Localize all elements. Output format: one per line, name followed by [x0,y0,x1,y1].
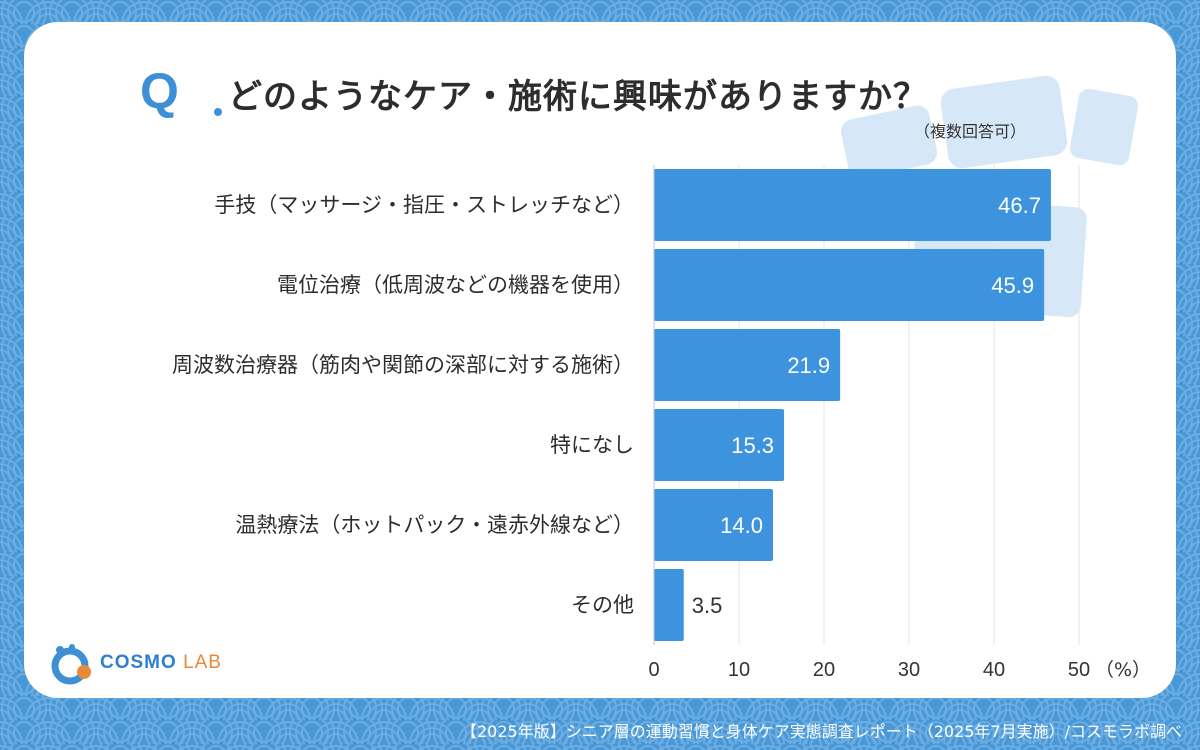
data-label: 3.5 [692,593,723,618]
bar [654,329,841,401]
category-label: その他 [571,593,634,617]
question-mark-label: Q [140,63,179,119]
chart-title: どのようなケア・施術に興味がありますか？ [228,77,928,117]
bar [654,569,684,641]
x-tick-label: 40 [983,659,1005,681]
question-dot [214,108,222,116]
brand-logo-accent: LAB [183,652,222,673]
x-tick-label: 30 [898,659,920,681]
cosmo-lab-logo-icon [51,644,91,685]
x-tick-label: 0 [648,659,659,681]
bar [654,489,773,561]
brand-logo-main: COSMO [100,652,177,673]
x-tick-label: 20 [813,659,835,681]
data-label: 45.9 [991,273,1034,298]
bar-chart: 手技（マッサージ・指圧・ストレッチなど） 46.7 電位治療（低周波などの機器を使用… [172,165,1151,681]
category-label: 温熱療法（ホットパック・遠赤外線など） [235,513,634,537]
data-label: 14.0 [720,513,763,538]
bar [654,409,785,481]
brand-logo-text: COSMO LAB [100,652,222,674]
source-footer: 【2025年版】シニア層の運動習慣と身体ケア実態調査レポート（2025年7月実施… [460,722,1182,741]
category-label: 電位治療（低周波などの機器を使用） [277,273,634,297]
data-label: 21.9 [787,353,830,378]
category-label: 手技（マッサージ・指圧・ストレッチなど） [214,193,634,217]
bar [654,249,1045,321]
category-label: 特になし [550,433,634,457]
data-label: 15.3 [731,433,774,458]
x-tick-label: 10 [728,659,750,681]
x-unit-label: （%） [1095,659,1151,681]
data-label: 46.7 [998,193,1041,218]
category-label: 周波数治療器（筋肉や関節の深部に対する施術） [172,353,634,377]
x-tick-label: 50 [1068,659,1090,681]
chart-card: Q どのようなケア・施術に興味がありますか？ （複数回答可） 手技（マッサージ・… [24,22,1176,698]
multiple-answer-note: （複数回答可） [913,122,1026,141]
bar [654,169,1051,241]
